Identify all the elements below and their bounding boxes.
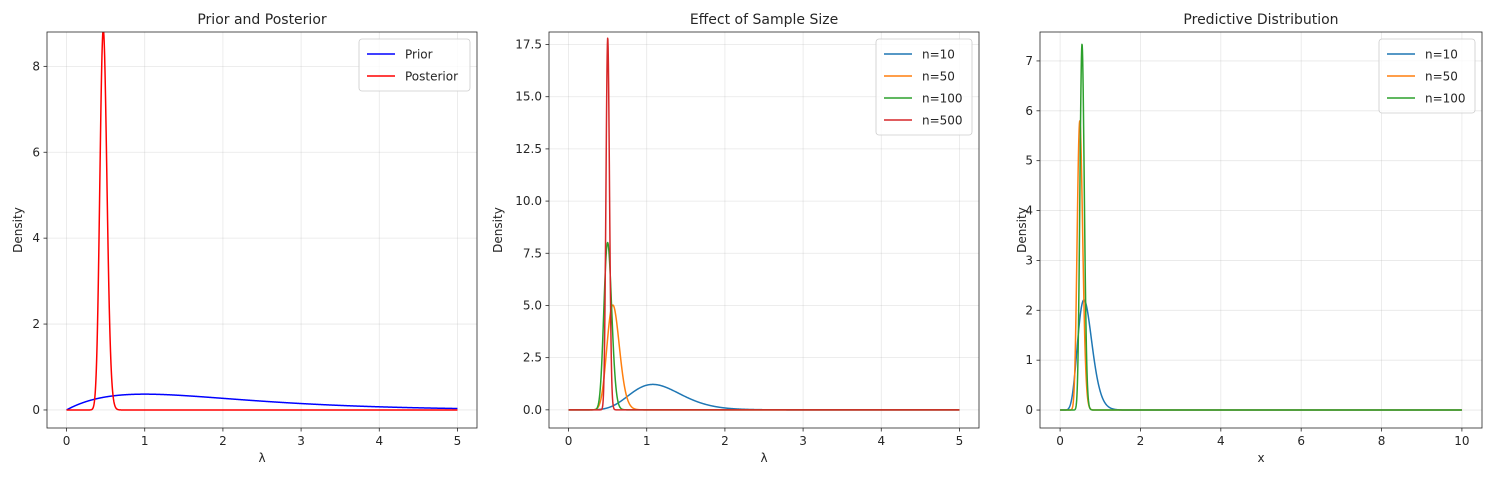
x-tick-label: 4 bbox=[375, 434, 383, 448]
legend-label: n=500 bbox=[922, 114, 963, 128]
y-axis-title: Density bbox=[491, 207, 505, 253]
y-axis: 0 2 4 6 8 bbox=[32, 59, 47, 417]
x-tick-label: 0 bbox=[565, 434, 573, 448]
legend-label: n=50 bbox=[1425, 70, 1458, 84]
series-group bbox=[66, 32, 458, 411]
legend-label: n=10 bbox=[922, 48, 955, 62]
series-line-posterior bbox=[66, 32, 458, 411]
x-tick-label: 8 bbox=[1378, 434, 1386, 448]
x-tick-label: 5 bbox=[454, 434, 462, 448]
y-tick-label: 2 bbox=[1025, 303, 1033, 317]
chart-title: Predictive Distribution bbox=[1183, 12, 1338, 28]
y-tick-label: 5 bbox=[1025, 154, 1033, 168]
x-tick-label: 1 bbox=[643, 434, 651, 448]
series-line-n-10 bbox=[1059, 299, 1463, 411]
x-tick-label: 3 bbox=[297, 434, 305, 448]
y-tick-label: 2.5 bbox=[523, 351, 542, 365]
chart-panel-2: 0 1 2 3 4 5 0.0 2.5 5.0 7.5 10.0 12.5 15.0 17.5 λ Densi… bbox=[491, 12, 980, 465]
x-tick-label: 4 bbox=[1217, 434, 1225, 448]
x-tick-label: 0 bbox=[63, 434, 71, 448]
x-tick-label: 2 bbox=[1137, 434, 1145, 448]
y-tick-label: 10.0 bbox=[515, 194, 542, 208]
y-tick-label: 12.5 bbox=[515, 142, 542, 156]
axes-frame bbox=[1039, 31, 1483, 429]
chart-title: Effect of Sample Size bbox=[690, 12, 838, 28]
legend: n=10 n=50 n=100 bbox=[1378, 38, 1476, 114]
x-axis: 0 2 4 6 8 10 bbox=[1056, 428, 1470, 448]
y-tick-label: 4 bbox=[32, 231, 40, 245]
legend-label: n=10 bbox=[1425, 48, 1458, 62]
x-tick-label: 4 bbox=[877, 434, 885, 448]
x-axis-title: λ bbox=[760, 451, 767, 465]
y-axis: 0 1 2 3 4 5 6 7 bbox=[1025, 54, 1040, 417]
x-axis: 0 1 2 3 4 5 bbox=[565, 428, 964, 448]
x-tick-label: 5 bbox=[956, 434, 964, 448]
series-line-n-100 bbox=[568, 241, 960, 411]
x-tick-label: 10 bbox=[1454, 434, 1469, 448]
x-axis-title: x bbox=[1257, 451, 1264, 465]
x-tick-label: 2 bbox=[219, 434, 227, 448]
series-line-n-50 bbox=[1059, 120, 1463, 411]
y-tick-label: 4 bbox=[1025, 204, 1033, 218]
y-tick-label: 0 bbox=[32, 403, 40, 417]
axes-frame bbox=[46, 31, 478, 429]
legend-box bbox=[875, 38, 973, 136]
x-tick-label: 1 bbox=[141, 434, 149, 448]
legend: n=10 n=50 n=100 n=500 bbox=[875, 38, 973, 136]
x-tick-label: 0 bbox=[1056, 434, 1064, 448]
series-group bbox=[568, 37, 960, 411]
axes-frame bbox=[548, 31, 980, 429]
y-tick-label: 15.0 bbox=[515, 90, 542, 104]
series-line-n-100 bbox=[1059, 43, 1463, 411]
x-axis: 0 1 2 3 4 5 bbox=[63, 428, 462, 448]
legend: Prior Posterior bbox=[358, 38, 471, 92]
series-group bbox=[1059, 43, 1463, 411]
y-tick-label: 1 bbox=[1025, 353, 1033, 367]
legend-box bbox=[358, 38, 471, 92]
series-line-n-500 bbox=[568, 37, 960, 411]
legend-label: Posterior bbox=[405, 70, 458, 84]
y-axis: 0.0 2.5 5.0 7.5 10.0 12.5 15.0 17.5 bbox=[515, 38, 549, 417]
chart-panel-3: 0 2 4 6 8 10 0 1 2 3 4 5 6 7 x Density Predictive Distri… bbox=[1015, 12, 1483, 465]
x-tick-label: 2 bbox=[721, 434, 729, 448]
legend-label: Prior bbox=[405, 48, 433, 62]
chart-panel-1: 0 1 2 3 4 5 0 2 4 6 8 λ Density Prior and Posterior Pr… bbox=[11, 12, 478, 465]
series-line-prior bbox=[66, 393, 458, 411]
y-tick-label: 17.5 bbox=[515, 38, 542, 52]
y-axis-title: Density bbox=[11, 207, 25, 253]
legend-box bbox=[1378, 38, 1476, 114]
y-tick-label: 5.0 bbox=[523, 298, 542, 312]
y-tick-label: 2 bbox=[32, 317, 40, 331]
y-tick-label: 8 bbox=[32, 59, 40, 73]
y-axis-title: Density bbox=[1015, 207, 1029, 253]
y-tick-label: 7.5 bbox=[523, 246, 542, 260]
chart-title: Prior and Posterior bbox=[197, 12, 327, 28]
y-tick-label: 0.0 bbox=[523, 403, 542, 417]
y-tick-label: 0 bbox=[1025, 403, 1033, 417]
x-tick-label: 6 bbox=[1297, 434, 1305, 448]
y-tick-label: 6 bbox=[32, 145, 40, 159]
y-tick-label: 3 bbox=[1025, 253, 1033, 267]
legend-label: n=100 bbox=[922, 92, 963, 106]
x-tick-label: 3 bbox=[799, 434, 807, 448]
y-tick-label: 7 bbox=[1025, 54, 1033, 68]
legend-label: n=50 bbox=[922, 70, 955, 84]
y-tick-label: 6 bbox=[1025, 104, 1033, 118]
legend-label: n=100 bbox=[1425, 92, 1466, 106]
x-axis-title: λ bbox=[258, 451, 265, 465]
